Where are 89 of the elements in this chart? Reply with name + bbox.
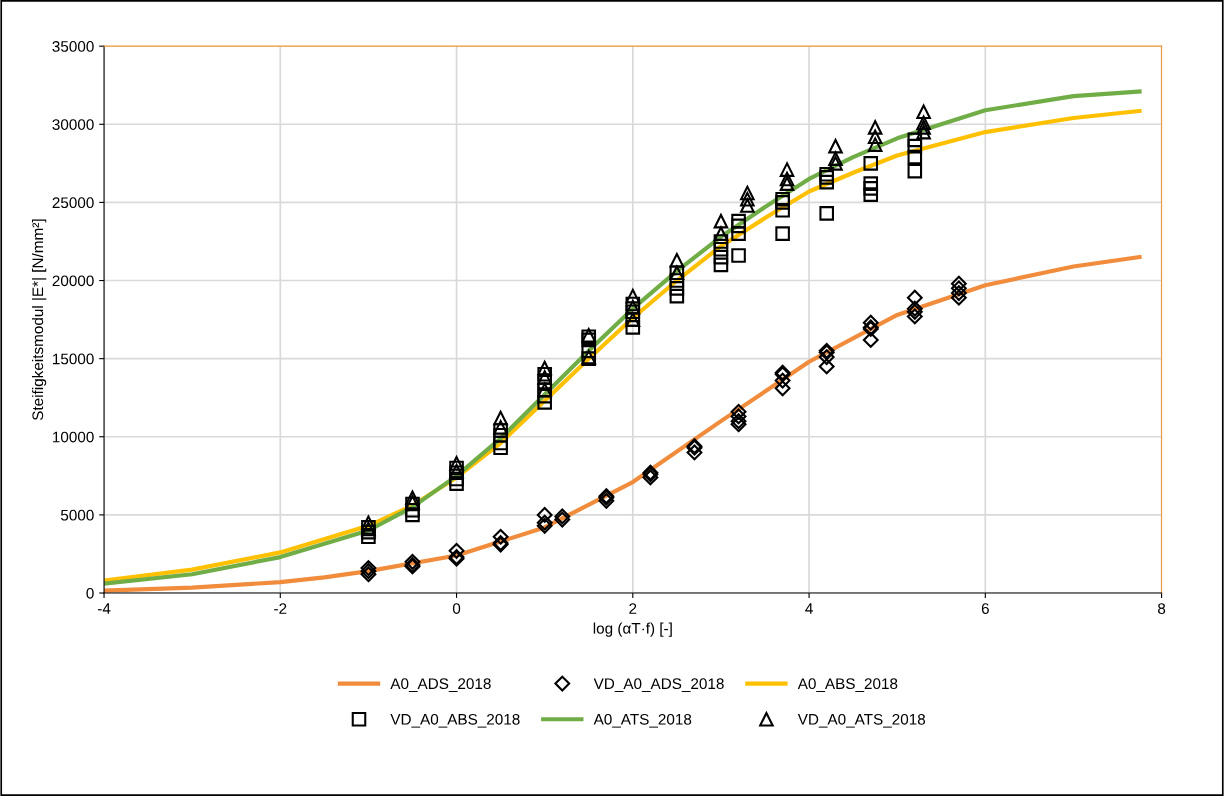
point xyxy=(916,120,931,135)
point xyxy=(713,249,729,265)
point xyxy=(950,289,967,306)
point xyxy=(686,444,703,461)
point xyxy=(731,213,746,229)
point xyxy=(819,174,834,190)
point xyxy=(916,115,931,131)
point xyxy=(713,234,729,249)
point xyxy=(360,560,377,576)
point xyxy=(731,218,746,234)
x-tick-label: -2 xyxy=(274,603,287,614)
point xyxy=(493,410,508,426)
point xyxy=(779,162,795,177)
point xyxy=(862,314,879,331)
legend-label: VD_A0_ADS_2018 xyxy=(593,678,724,692)
point xyxy=(669,288,685,304)
point xyxy=(740,192,755,207)
y-tick-label: 10000 xyxy=(53,431,94,443)
point xyxy=(906,308,923,325)
point xyxy=(775,202,790,218)
point xyxy=(907,132,923,148)
point xyxy=(730,403,747,420)
point xyxy=(713,241,729,257)
point xyxy=(625,288,641,304)
legend-label: A0_ABS_2018 xyxy=(797,678,898,692)
point xyxy=(740,198,755,213)
point xyxy=(669,252,685,268)
point xyxy=(818,349,835,366)
point xyxy=(713,226,729,241)
point xyxy=(731,248,746,263)
point xyxy=(581,343,597,359)
point xyxy=(492,528,509,545)
point xyxy=(598,492,615,509)
point xyxy=(867,137,883,152)
point xyxy=(867,120,883,135)
point xyxy=(779,176,795,191)
point xyxy=(669,281,685,296)
point xyxy=(818,358,835,375)
x-axis-title: log (αT·f) [-] xyxy=(593,622,672,637)
point xyxy=(907,163,923,179)
point xyxy=(907,149,923,165)
point xyxy=(730,408,747,425)
y-tick-label: 20000 xyxy=(52,275,94,287)
point xyxy=(828,151,843,166)
point xyxy=(906,289,923,306)
y-axis-title: Steifigkeitsmodul |E*| [N/mm²] xyxy=(31,219,47,421)
point xyxy=(449,456,464,471)
legend-label: VD_A0_ABS_2018 xyxy=(390,713,520,728)
x-tick-label: -4 xyxy=(97,603,111,614)
legend-label: A0_ADS_2018 xyxy=(390,678,491,692)
point xyxy=(536,506,553,523)
point xyxy=(625,320,641,335)
point xyxy=(779,171,795,187)
point xyxy=(916,104,931,120)
point xyxy=(448,542,465,559)
point xyxy=(950,285,967,301)
point xyxy=(713,213,729,229)
x-tick-label: 2 xyxy=(629,603,637,614)
point xyxy=(950,280,967,297)
point xyxy=(907,138,923,154)
legend-label: VD_A0_ATS_2018 xyxy=(797,713,926,728)
y-tick-label: 0 xyxy=(86,587,94,599)
point xyxy=(537,366,552,382)
point xyxy=(862,331,879,348)
point xyxy=(774,380,791,397)
x-tick-label: 8 xyxy=(1157,603,1166,614)
point xyxy=(740,185,755,201)
y-tick-label: 30000 xyxy=(52,119,94,130)
point xyxy=(867,129,883,145)
y-tick-label: 35000 xyxy=(52,41,94,52)
x-tick-label: 4 xyxy=(805,603,813,614)
legend-label: A0_ATS_2018 xyxy=(593,713,692,728)
point xyxy=(863,156,879,171)
point xyxy=(863,187,879,202)
point xyxy=(950,275,967,292)
y-tick-label: 15000 xyxy=(53,353,94,365)
point xyxy=(713,257,729,273)
x-tick-label: 0 xyxy=(452,603,461,614)
y-tick-label: 5000 xyxy=(60,509,94,521)
point xyxy=(819,206,834,221)
point xyxy=(828,138,843,154)
point xyxy=(669,273,685,288)
y-tick-label: 25000 xyxy=(52,197,94,209)
point xyxy=(449,471,464,487)
point xyxy=(863,176,879,191)
point xyxy=(774,372,791,389)
point xyxy=(775,226,790,241)
x-tick-label: 6 xyxy=(981,603,989,614)
point xyxy=(863,181,879,196)
